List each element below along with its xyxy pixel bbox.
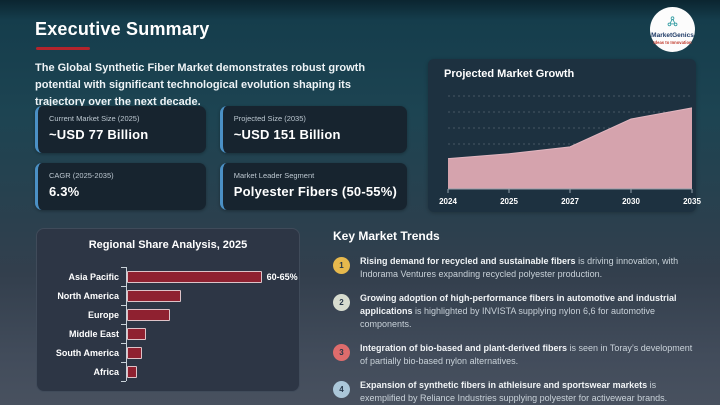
bar-row: Asia Pacific 60-65% (47, 266, 298, 286)
bar-category-label: North America (57, 290, 119, 301)
trend-text: Expansion of synthetic fibers in athleis… (360, 379, 699, 405)
stat-value: ~USD 151 Billion (233, 127, 341, 142)
stat-value: Polyester Fibers (50-55%) (233, 184, 397, 199)
bar-category-label: Asia Pacific (68, 271, 119, 282)
x-axis-label: 2024 (439, 197, 457, 206)
trend-rest: is driving innovation, with Indorama Ven… (360, 256, 679, 280)
bar-track (121, 304, 291, 324)
stat-label: Current Market Size (2025) (49, 114, 140, 123)
bar-category-label: Africa (93, 366, 119, 377)
page-title: Executive Summary (35, 19, 210, 39)
trend-rest: is highlighted by INVISTA supplying nylo… (360, 306, 655, 330)
bar (127, 365, 137, 378)
growth-chart-title: Projected Market Growth (444, 68, 575, 80)
bar-row: North America (47, 285, 291, 305)
stat-card: Current Market Size (2025) ~USD 77 Billio… (35, 106, 206, 153)
trend-number-badge: 3 (333, 344, 350, 362)
bar-track (121, 361, 291, 382)
stat-label: Market Leader Segment (233, 171, 315, 180)
stat-card: CAGR (2025-2035) 6.3% (35, 163, 206, 210)
bar-track (121, 285, 291, 305)
bar-row: Africa (47, 361, 291, 382)
stats-grid: Current Market Size (2025) ~USD 77 Billio… (35, 106, 407, 210)
growth-chart-panel: Projected Market Growth 2024 2025 2027 2030… (428, 59, 701, 212)
stat-label: Projected Size (2035) (233, 114, 306, 123)
trend-lead: Integration of bio-based and plant-deriv… (360, 343, 568, 354)
trend-number-badge: 4 (333, 381, 350, 399)
area-edge (447, 107, 693, 160)
bar (127, 270, 262, 283)
bar (127, 327, 147, 340)
logo-name: MarketGenics (651, 32, 694, 40)
trend-number-badge: 2 (333, 294, 350, 312)
bar-data-label: 60-65% (266, 271, 298, 282)
growth-area-chart: 2024 2025 2027 2030 2035 (439, 95, 701, 206)
x-axis-label: 2025 (500, 197, 518, 206)
bar-category-label: Middle East (68, 328, 119, 339)
molecule-network-icon (667, 14, 678, 32)
x-axis-label: 2030 (622, 197, 640, 206)
title-accent-bar (36, 47, 90, 50)
trend-lead: Rising demand for recycled and sustainab… (360, 256, 576, 266)
stat-card: Projected Size (2035) ~USD 151 Billion (219, 106, 407, 153)
trend-text: Integration of bio-based and plant-deriv… (360, 342, 699, 368)
key-trends-list: 1 Rising demand for recycled and sustaina… (333, 255, 699, 405)
x-axis-label: 2027 (561, 197, 579, 206)
x-axis-label: 2035 (683, 197, 701, 206)
stat-label: CAGR (2025-2035) (49, 171, 114, 180)
regional-chart-panel: Regional Share Analysis, 2025 Asia Pacif… (36, 228, 300, 392)
stat-value: 6.3% (49, 184, 80, 199)
trend-number-badge: 1 (333, 257, 350, 274)
bar (127, 346, 143, 359)
trend-item: 3 Integration of bio-based and plant-deri… (333, 342, 699, 368)
trend-item: 2 Growing adoption of high-performance fi… (333, 292, 699, 331)
bar-track (121, 342, 291, 362)
trend-item: 4 Expansion of synthetic fibers in athlei… (333, 379, 699, 405)
trend-lead: Growing adoption of high-performance fib… (360, 293, 677, 317)
intro-paragraph: The Global Synthetic Fiber Market demons… (35, 62, 366, 109)
bar-track: 60-65% (121, 266, 298, 286)
bar-row: Europe (47, 304, 291, 324)
bar (127, 308, 171, 321)
trend-text: Growing adoption of high-performance fib… (360, 292, 699, 331)
key-trends-panel: Key Market Trends 1 Rising demand for rec… (333, 229, 699, 405)
logo-tagline: Ideas to Innovation (653, 39, 692, 45)
trend-rest: is seen in Toray’s development of partia… (360, 343, 693, 367)
bar-category-label: Europe (87, 309, 119, 320)
stat-card: Market Leader Segment Polyester Fibers (5… (219, 163, 407, 210)
bar-row: Middle East (47, 323, 291, 343)
bar-category-label: South America (55, 347, 119, 358)
bar-track (121, 323, 291, 343)
area-series (448, 107, 692, 189)
regional-bar-chart: Asia Pacific 60-65% North America Europe Mid… (47, 266, 298, 382)
regional-chart-title: Regional Share Analysis, 2025 (88, 239, 248, 251)
trend-item: 1 Rising demand for recycled and sustaina… (333, 255, 699, 281)
trend-text: Rising demand for recycled and sustainab… (360, 255, 699, 281)
trend-rest: is exemplified by Reliance Industries su… (360, 380, 668, 404)
key-trends-title: Key Market Trends (333, 229, 440, 243)
company-logo: MarketGenics Ideas to Innovation (650, 7, 695, 52)
stat-value: ~USD 77 Billion (49, 127, 149, 142)
bar-row: South America (47, 342, 291, 362)
trend-lead: Expansion of synthetic fibers in athleis… (360, 380, 648, 391)
bar (127, 289, 181, 302)
